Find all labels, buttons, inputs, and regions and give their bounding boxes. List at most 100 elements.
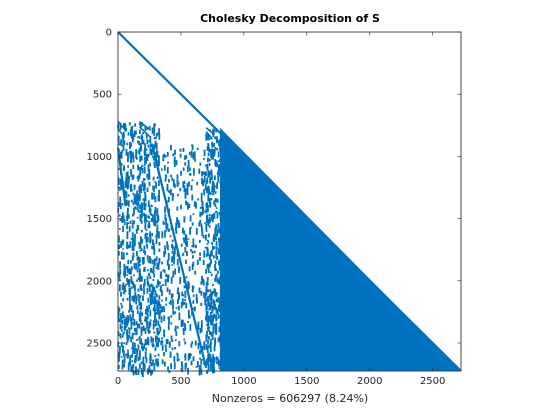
nz-mark bbox=[180, 361, 183, 367]
nz-mark bbox=[189, 167, 191, 172]
nz-mark bbox=[202, 280, 205, 286]
nz-mark bbox=[194, 270, 197, 275]
nz-mark bbox=[156, 262, 159, 270]
nz-mark bbox=[171, 194, 174, 201]
y-tick-label: 2500 bbox=[87, 339, 112, 350]
nz-mark bbox=[183, 230, 186, 235]
nz-mark bbox=[133, 319, 136, 326]
nz-mark bbox=[143, 343, 146, 349]
nz-mark bbox=[121, 257, 123, 260]
nz-mark bbox=[121, 326, 123, 329]
nz-mark bbox=[184, 353, 187, 361]
nz-mark bbox=[185, 200, 188, 206]
nz-mark bbox=[215, 356, 218, 360]
nz-mark bbox=[139, 316, 142, 322]
nz-mark bbox=[131, 219, 134, 222]
nz-mark bbox=[167, 161, 169, 164]
nz-mark bbox=[153, 248, 156, 255]
nz-mark bbox=[133, 130, 136, 138]
nz-mark bbox=[174, 339, 177, 342]
nz-mark bbox=[136, 349, 139, 354]
nz-mark bbox=[172, 299, 174, 304]
nz-mark bbox=[142, 140, 145, 145]
nz-mark bbox=[122, 248, 125, 250]
nz-mark bbox=[184, 192, 187, 199]
nz-mark bbox=[217, 170, 220, 176]
nz-mark bbox=[145, 229, 148, 232]
nz-mark bbox=[180, 243, 183, 247]
nz-mark bbox=[212, 188, 215, 196]
nz-mark bbox=[181, 227, 184, 234]
nz-mark bbox=[156, 327, 159, 336]
nz-mark bbox=[125, 199, 128, 204]
nz-mark bbox=[160, 316, 163, 323]
nz-mark bbox=[156, 208, 159, 214]
nz-mark bbox=[152, 185, 155, 191]
nz-mark bbox=[122, 345, 124, 353]
nz-mark bbox=[123, 342, 126, 345]
nz-mark bbox=[151, 239, 154, 244]
nz-mark bbox=[214, 263, 216, 271]
nz-mark bbox=[144, 327, 147, 334]
nz-mark bbox=[218, 252, 221, 255]
nz-mark bbox=[138, 186, 141, 191]
nz-mark bbox=[213, 142, 216, 147]
nz-mark bbox=[152, 337, 155, 343]
nz-mark bbox=[216, 255, 219, 261]
nz-mark bbox=[214, 303, 216, 310]
nz-mark bbox=[177, 299, 179, 305]
chart-title: Cholesky Decomposition of S bbox=[200, 12, 380, 25]
nz-mark bbox=[128, 177, 130, 181]
nz-mark bbox=[164, 344, 167, 348]
nz-mark bbox=[187, 309, 190, 318]
nz-mark bbox=[208, 301, 211, 307]
nz-mark bbox=[208, 205, 211, 207]
nz-mark bbox=[156, 304, 159, 311]
nz-mark bbox=[128, 268, 131, 275]
nz-mark bbox=[157, 132, 160, 135]
nz-mark bbox=[210, 198, 213, 201]
nz-mark bbox=[193, 306, 196, 312]
nz-mark bbox=[182, 294, 184, 297]
nz-mark bbox=[155, 150, 158, 157]
nz-mark bbox=[215, 293, 218, 298]
nz-mark bbox=[125, 177, 128, 183]
nz-mark bbox=[153, 164, 156, 168]
nz-mark bbox=[145, 232, 147, 235]
nz-mark bbox=[142, 356, 145, 362]
nz-mark bbox=[214, 146, 217, 150]
nz-mark bbox=[153, 363, 156, 371]
nz-mark bbox=[124, 321, 127, 327]
nz-mark bbox=[137, 225, 140, 231]
nz-mark bbox=[118, 308, 121, 312]
nz-mark bbox=[149, 321, 152, 327]
nz-mark bbox=[127, 259, 130, 265]
nz-mark bbox=[119, 268, 122, 275]
segment-1 bbox=[117, 128, 125, 138]
nz-mark bbox=[207, 269, 210, 273]
nz-mark bbox=[213, 345, 216, 352]
nz-mark bbox=[154, 143, 157, 148]
nz-mark bbox=[218, 335, 221, 341]
nz-mark bbox=[187, 159, 190, 167]
nz-mark bbox=[185, 235, 188, 243]
nz-mark bbox=[120, 187, 123, 190]
nz-mark bbox=[209, 294, 211, 298]
nz-mark bbox=[147, 368, 149, 375]
nz-mark bbox=[143, 163, 146, 166]
dense-row-2 bbox=[219, 282, 339, 286]
nz-mark bbox=[125, 191, 128, 199]
nz-mark bbox=[192, 168, 195, 176]
nz-mark bbox=[210, 360, 213, 367]
nz-mark bbox=[219, 276, 221, 280]
nz-mark bbox=[118, 186, 121, 190]
nz-mark bbox=[208, 352, 211, 356]
nz-mark bbox=[144, 316, 147, 322]
nz-mark bbox=[163, 308, 166, 313]
nz-mark bbox=[193, 201, 196, 207]
nz-mark bbox=[118, 202, 121, 207]
nz-mark bbox=[130, 238, 133, 240]
nz-mark bbox=[126, 319, 129, 324]
nz-mark bbox=[141, 180, 144, 187]
nz-mark bbox=[123, 355, 126, 364]
